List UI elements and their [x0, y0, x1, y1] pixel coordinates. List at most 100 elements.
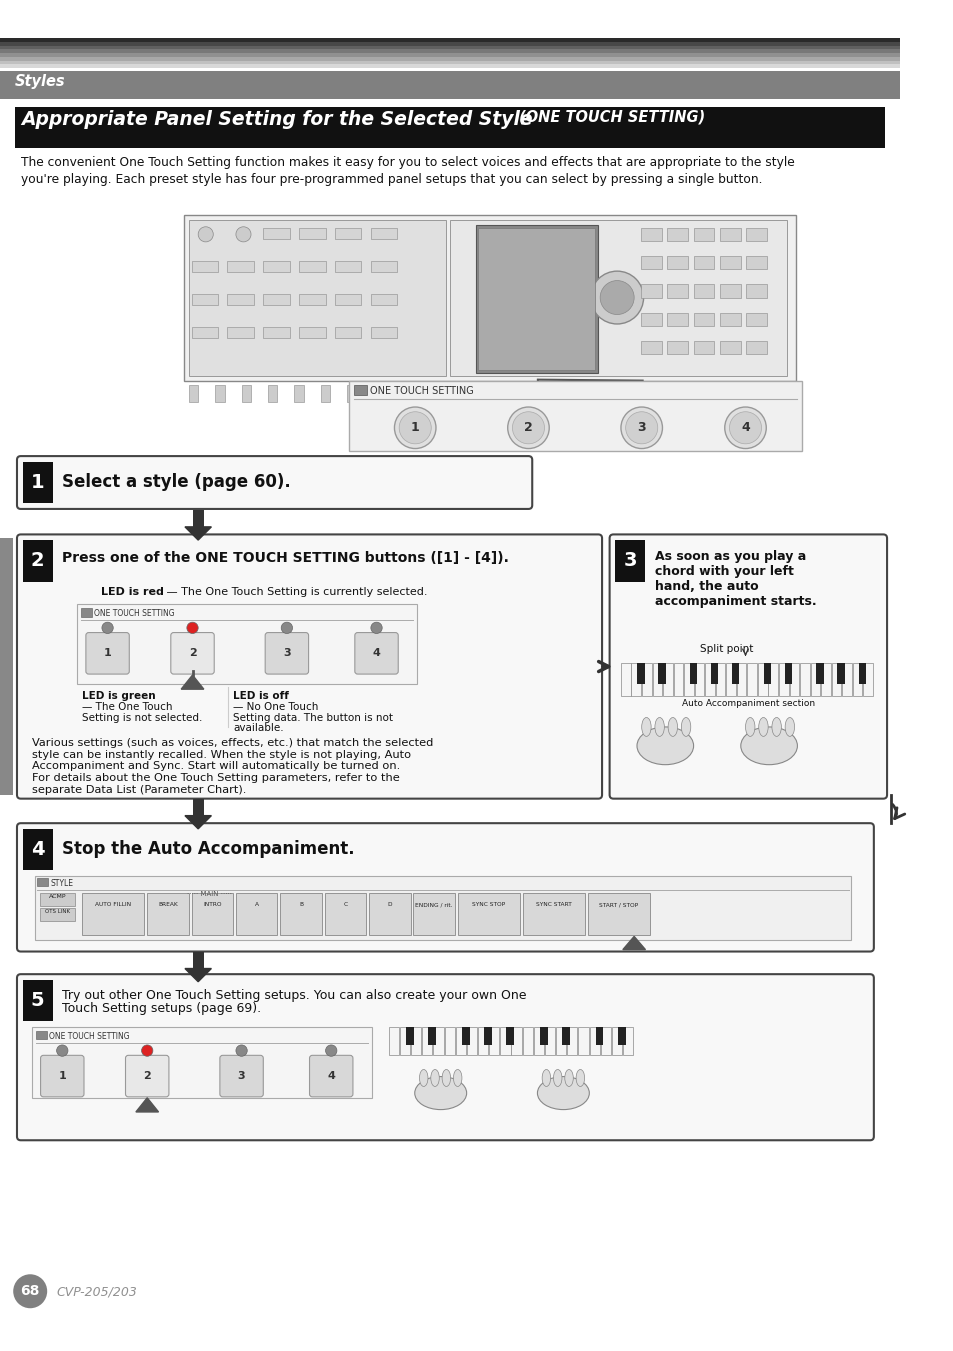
- Circle shape: [198, 227, 213, 242]
- Text: — The One Touch: — The One Touch: [82, 703, 172, 712]
- Bar: [816, 663, 823, 684]
- Bar: [422, 1027, 432, 1055]
- Text: ····· MAIN ·····: ····· MAIN ·····: [187, 892, 232, 897]
- Bar: [652, 663, 661, 696]
- Bar: [268, 385, 277, 403]
- Bar: [810, 663, 820, 696]
- Bar: [578, 1027, 588, 1055]
- Text: 2: 2: [523, 422, 533, 434]
- Bar: [640, 284, 660, 297]
- Bar: [0, 65, 900, 69]
- Bar: [147, 893, 189, 935]
- Bar: [837, 663, 844, 684]
- Ellipse shape: [641, 717, 651, 736]
- Text: ONE TOUCH SETTING: ONE TOUCH SETTING: [49, 1032, 130, 1040]
- Bar: [399, 385, 409, 403]
- Bar: [720, 312, 740, 326]
- Bar: [483, 1027, 492, 1044]
- Ellipse shape: [541, 1070, 550, 1086]
- Bar: [693, 284, 714, 297]
- Circle shape: [620, 407, 661, 449]
- Bar: [0, 61, 900, 65]
- Bar: [745, 312, 766, 326]
- Polygon shape: [181, 676, 204, 689]
- Text: 2: 2: [189, 648, 196, 658]
- FancyBboxPatch shape: [86, 632, 130, 674]
- Bar: [23, 540, 52, 581]
- Text: INTRO: INTRO: [203, 902, 221, 908]
- Bar: [620, 663, 630, 696]
- Bar: [600, 1027, 610, 1055]
- Bar: [0, 53, 900, 57]
- Bar: [0, 38, 900, 42]
- Bar: [461, 1027, 469, 1044]
- Circle shape: [281, 623, 293, 634]
- Text: — No One Touch: — No One Touch: [233, 703, 318, 712]
- Text: A: A: [254, 902, 258, 908]
- Bar: [189, 385, 198, 403]
- Bar: [263, 261, 290, 272]
- Bar: [693, 340, 714, 354]
- Circle shape: [325, 1044, 336, 1056]
- Bar: [506, 1027, 514, 1044]
- Bar: [862, 663, 872, 696]
- Bar: [335, 293, 361, 305]
- Bar: [641, 663, 651, 696]
- Text: 2: 2: [143, 1071, 151, 1081]
- Bar: [193, 509, 204, 527]
- Bar: [637, 663, 644, 684]
- Bar: [710, 663, 718, 684]
- Bar: [768, 663, 778, 696]
- Bar: [704, 663, 714, 696]
- Text: 3: 3: [637, 422, 645, 434]
- Bar: [428, 1027, 436, 1044]
- Bar: [77, 604, 416, 685]
- Bar: [294, 385, 304, 403]
- Circle shape: [56, 1044, 68, 1056]
- Bar: [615, 540, 645, 581]
- Text: 1: 1: [411, 422, 419, 434]
- Bar: [745, 284, 766, 297]
- Bar: [611, 1027, 621, 1055]
- Circle shape: [729, 412, 760, 444]
- Bar: [457, 893, 519, 935]
- Text: BREAK: BREAK: [158, 902, 177, 908]
- Text: 3: 3: [283, 648, 291, 658]
- Text: SYNC STOP: SYNC STOP: [472, 902, 505, 908]
- Bar: [369, 893, 410, 935]
- Bar: [192, 893, 233, 935]
- Bar: [544, 1027, 555, 1055]
- Bar: [23, 462, 52, 504]
- Bar: [587, 893, 650, 935]
- Ellipse shape: [564, 1070, 573, 1086]
- Polygon shape: [185, 527, 212, 540]
- Bar: [0, 46, 900, 50]
- Bar: [193, 798, 204, 816]
- FancyBboxPatch shape: [17, 457, 532, 509]
- Circle shape: [724, 407, 765, 449]
- Bar: [189, 220, 445, 376]
- Text: you're playing. Each preset style has four pre-programmed panel setups that you : you're playing. Each preset style has fo…: [21, 173, 761, 186]
- Bar: [746, 663, 756, 696]
- Circle shape: [235, 1044, 247, 1056]
- Bar: [235, 893, 277, 935]
- Text: Setting is not selected.: Setting is not selected.: [82, 713, 202, 723]
- Circle shape: [398, 412, 431, 444]
- Text: LED is green: LED is green: [82, 692, 155, 701]
- Bar: [399, 1027, 410, 1055]
- Bar: [37, 878, 48, 886]
- Bar: [0, 42, 900, 46]
- Ellipse shape: [654, 717, 663, 736]
- Bar: [720, 284, 740, 297]
- Bar: [683, 663, 693, 696]
- Text: Split point: Split point: [700, 644, 753, 654]
- Bar: [0, 69, 900, 72]
- Bar: [763, 663, 770, 684]
- Text: 2: 2: [30, 551, 45, 570]
- Bar: [299, 293, 325, 305]
- Bar: [511, 1027, 521, 1055]
- Ellipse shape: [576, 1070, 584, 1086]
- Circle shape: [371, 623, 382, 634]
- Bar: [35, 875, 850, 940]
- Ellipse shape: [667, 717, 677, 736]
